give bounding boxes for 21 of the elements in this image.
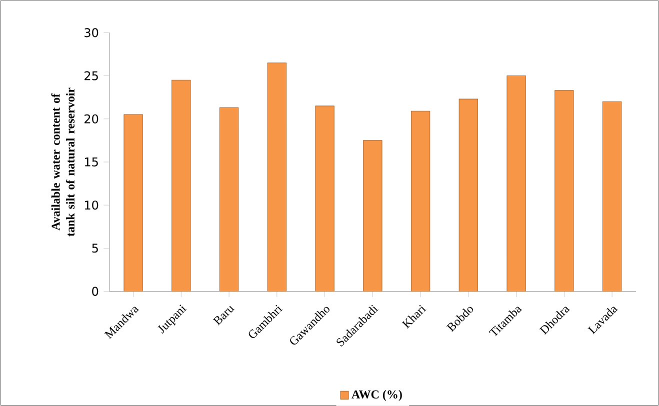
bar: [124, 114, 143, 292]
legend-label: AWC (%): [352, 390, 402, 401]
bar: [554, 90, 574, 292]
bar: [172, 80, 191, 292]
y-tick-label: 30: [84, 28, 98, 38]
bar: [219, 107, 239, 292]
y-tick-label: 25: [84, 71, 98, 80]
bar: [602, 101, 622, 292]
y-tick-label: 5: [92, 244, 98, 253]
y-tick-label: 15: [84, 158, 98, 166]
bar: [458, 98, 478, 292]
bar: [315, 106, 334, 292]
x-tick-label: Baru: [212, 306, 234, 326]
bar: [363, 140, 382, 292]
y-axis-title: Available water content of tank silt of natural reservoir: [51, 88, 75, 236]
y-tick-label: 20: [84, 114, 98, 124]
y-tick-label: 0: [92, 286, 98, 296]
bar: [410, 110, 430, 292]
bar: [267, 62, 287, 292]
y-tick-label: 10: [84, 200, 98, 210]
bar: [506, 76, 526, 292]
